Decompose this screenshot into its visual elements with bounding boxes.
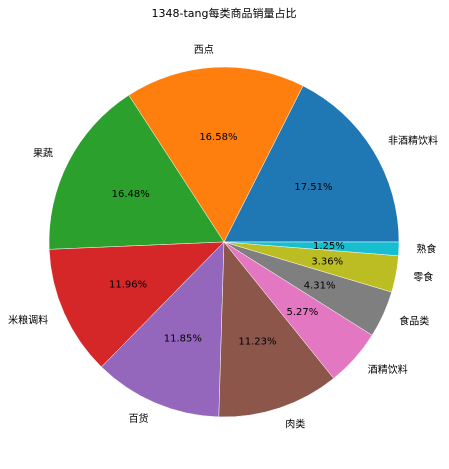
pie-slice (128, 66, 304, 243)
value-label: 11.96% (109, 280, 147, 291)
value-label: 17.51% (294, 182, 332, 193)
slice-label: 百货 (129, 412, 149, 425)
slice-label: 食品类 (399, 315, 429, 328)
value-label: 5.27% (287, 307, 319, 318)
value-label: 16.48% (112, 189, 150, 200)
slice-label: 果蔬 (33, 148, 53, 160)
slice-label: 米粮调料 (8, 313, 48, 326)
slice-label: 西点 (194, 44, 214, 56)
pie-slice (223, 85, 400, 243)
pie-slice (48, 94, 225, 250)
pie-slice (48, 241, 225, 368)
slice-label: 零食 (413, 270, 433, 283)
pie-slice (218, 241, 335, 418)
value-label: 16.58% (199, 132, 237, 143)
value-label: 3.36% (311, 256, 343, 267)
value-label: 4.31% (304, 280, 336, 291)
slice-label: 肉类 (285, 417, 305, 430)
chart-title: 1348-tang每类商品销量占比 (152, 6, 297, 20)
slice-label: 酒精饮料 (368, 363, 408, 376)
pie-slice (101, 241, 225, 418)
value-label: 1.25% (313, 241, 345, 252)
pie-slice (223, 241, 400, 257)
slice-label: 熟食 (416, 243, 436, 256)
value-label: 11.85% (164, 334, 202, 345)
slice-label: 非酒精饮料 (388, 134, 438, 147)
value-label: 11.23% (238, 337, 276, 348)
